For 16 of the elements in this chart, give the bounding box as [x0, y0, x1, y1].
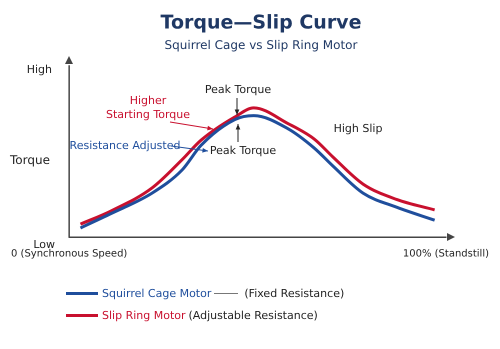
chart-subtitle: Squirrel Cage vs Slip Ring Motor: [164, 38, 358, 52]
annotation: Higher Starting Torque: [106, 94, 190, 121]
text: Peak Torque: [204, 82, 272, 96]
x-tick-label: 100% (Standstill): [402, 248, 490, 260]
legend-label: Squirrel Cage Motor: [102, 286, 212, 300]
chart-title: Torque—Slip Curve: [160, 11, 362, 34]
text: Low: [33, 238, 55, 251]
text: (Adjustable Resistance): [188, 308, 318, 322]
y-axis-title: Torque: [9, 153, 50, 168]
x-tick-label: 0 (Synchronous Speed): [11, 248, 128, 260]
annotation: Resistance Adjusted: [70, 138, 180, 152]
text: High: [26, 62, 52, 76]
legend-label: Slip Ring Motor: [102, 308, 186, 322]
annotation: Peak Torque: [210, 144, 276, 157]
annotation: High Slip: [334, 122, 382, 135]
text: (Fixed Resistance): [244, 286, 344, 300]
